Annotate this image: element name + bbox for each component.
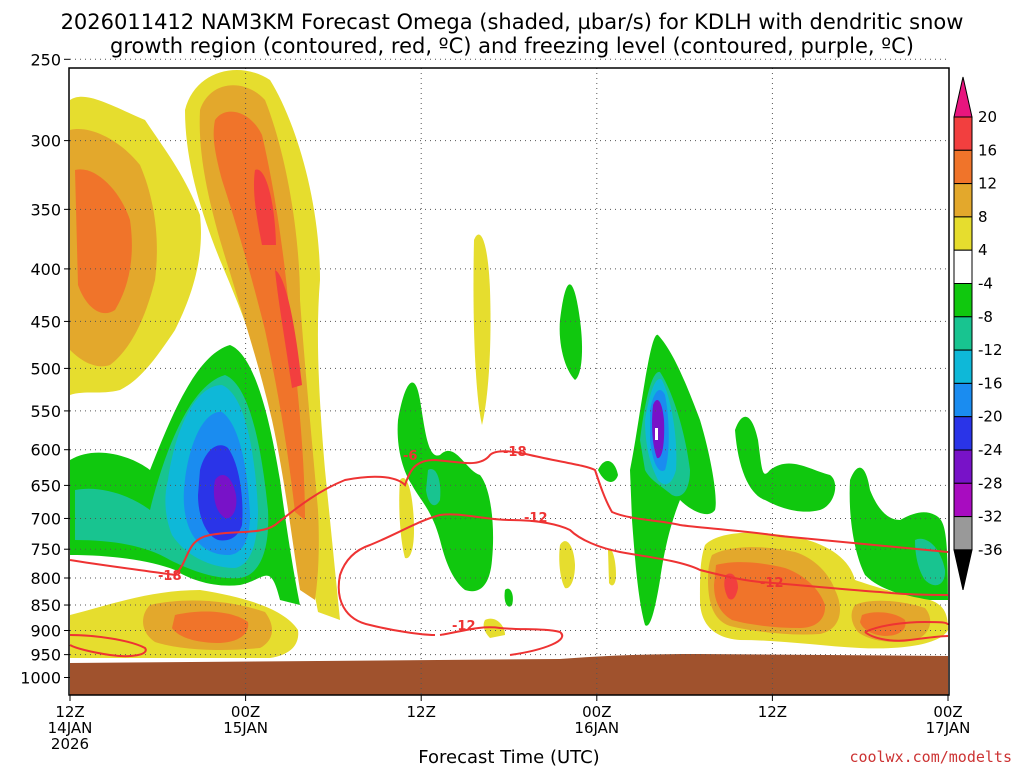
contour-label-minus12-right: -12 xyxy=(760,576,784,591)
contour-minus12-line xyxy=(337,513,949,636)
y-tick-label-750: 750 xyxy=(30,540,61,559)
omega-green-mid-3 xyxy=(504,588,513,607)
x-tick-label-0-0: 12Z xyxy=(55,703,84,721)
colorbar-label-1: 16 xyxy=(978,141,997,159)
colorbar-label-10: -24 xyxy=(978,441,1003,459)
x-tick-label-5-0: 00Z xyxy=(933,703,962,721)
chart-title-line1: 2026011412 NAM3KM Forecast Omega (shaded… xyxy=(61,10,964,34)
colorbar-label-9: -20 xyxy=(978,408,1003,426)
colorbar-label-4: 4 xyxy=(978,241,988,259)
x-tick-label-1-0: 00Z xyxy=(231,703,260,721)
colorbar-swatch-8 xyxy=(953,382,973,418)
y-tick-label-300: 300 xyxy=(30,132,61,151)
contour-label-minus18-top: -18 xyxy=(503,445,527,460)
colorbar-swatch-12 xyxy=(953,516,973,551)
y-tick-label-450: 450 xyxy=(30,312,61,331)
colorbar-swatch-6 xyxy=(953,316,973,351)
omega-field xyxy=(70,70,948,658)
contour-right-low-line xyxy=(864,620,949,642)
contour-minus18-line xyxy=(69,450,949,577)
contour-minus12-line-2 xyxy=(439,626,564,656)
plot-frame xyxy=(68,67,950,696)
colorbar-arrow-bottom xyxy=(953,549,973,591)
y-tick-label-600: 600 xyxy=(30,441,61,460)
colorbar-swatch-7 xyxy=(953,349,973,384)
y-tick-label-900: 900 xyxy=(30,622,61,641)
colorbar-swatch-10 xyxy=(953,449,973,484)
y-tick-label-1000: 1000 xyxy=(20,669,61,688)
omega-small-yellow-2 xyxy=(473,234,491,425)
omega-small-yellow-4 xyxy=(608,549,616,586)
omega-green-mid-1 xyxy=(397,382,494,592)
omega-plume-orange xyxy=(213,111,305,520)
colorbar-label-8: -16 xyxy=(978,374,1003,392)
colorbar-swatch-11 xyxy=(953,482,973,518)
terrain-ground xyxy=(70,654,948,695)
y-tick-label-400: 400 xyxy=(30,260,61,279)
x-tick-label-2-0: 12Z xyxy=(407,703,436,721)
colorbar-swatch-5 xyxy=(953,283,973,318)
colorbar-swatch-2 xyxy=(953,183,973,218)
omega-upper-left-orange xyxy=(75,169,132,314)
colorbar-swatch-9 xyxy=(953,416,973,451)
credit-text: coolwx.com/modelts xyxy=(849,748,1012,766)
y-tick-label-800: 800 xyxy=(30,569,61,588)
x-tick-label-4-0: 12Z xyxy=(758,703,787,721)
contour-label-minus18-left: -18 xyxy=(158,569,182,584)
colorbar-label-11: -28 xyxy=(978,474,1003,492)
colorbar-label-2: 12 xyxy=(978,175,997,193)
x-tick-label-3-0: 00Z xyxy=(582,703,611,721)
y-axis: 250 300 350 400 450 500 550 600 650 700 750 800 850 9… xyxy=(20,50,70,688)
colorbar-swatch-1 xyxy=(953,149,973,185)
contour-lowleft-line xyxy=(69,634,147,658)
omega-sink2-purple xyxy=(652,400,665,459)
omega-plume-red-top xyxy=(253,169,276,245)
omega-small-yellow-3 xyxy=(559,541,575,589)
contour-label-minus6: -6 xyxy=(403,449,417,464)
colorbar-label-6: -8 xyxy=(978,308,993,326)
y-tick-label-250: 250 xyxy=(30,50,61,69)
omega-green-mid-5 xyxy=(598,460,618,482)
y-tick-label-650: 650 xyxy=(30,476,61,495)
colorbar-label-7: -12 xyxy=(978,341,1003,359)
temperature-contours xyxy=(69,450,949,658)
y-tick-label-350: 350 xyxy=(30,200,61,219)
colorbar-swatch-3 xyxy=(953,216,973,251)
colorbar-label-5: -4 xyxy=(978,275,993,293)
omega-green-mid-4 xyxy=(559,284,583,380)
colorbar-arrow-top xyxy=(953,76,973,118)
y-tick-label-550: 550 xyxy=(30,402,61,421)
omega-plume-gold xyxy=(199,85,319,600)
omega-sink2-white-core xyxy=(655,428,658,440)
x-tick-label-0-1: 14JAN xyxy=(48,719,93,737)
contour-label-minus12-mid: -12 xyxy=(524,511,548,526)
colorbar-swatch-4 xyxy=(953,249,973,284)
colorbar-label-12: -32 xyxy=(978,508,1003,526)
colorbar-label-3: 8 xyxy=(978,208,988,226)
colorbar-swatch-0 xyxy=(953,116,973,151)
omega-plume-red-mid xyxy=(275,270,302,388)
chart-title-line2: growth region (contoured, red, ºC) and f… xyxy=(110,34,914,58)
y-tick-label-850: 850 xyxy=(30,596,61,615)
colorbar-label-0: 20 xyxy=(978,108,997,126)
x-axis-label: Forecast Time (UTC) xyxy=(418,747,599,768)
x-tick-label-3-1: 16JAN xyxy=(574,719,619,737)
x-tick-label-5-1: 17JAN xyxy=(926,719,971,737)
y-tick-label-950: 950 xyxy=(30,646,61,665)
y-tick-label-700: 700 xyxy=(30,509,61,528)
omega-low2-red xyxy=(724,573,738,600)
x-tick-label-1-1: 15JAN xyxy=(223,719,268,737)
omega-small-yellow-1 xyxy=(399,478,414,559)
y-tick-label-500: 500 xyxy=(30,359,61,378)
x-tick-label-0-2: 2026 xyxy=(51,735,89,753)
omega-green-mid-2 xyxy=(426,469,441,506)
omega-green-right-1 xyxy=(735,416,836,512)
colorbar-label-13: -36 xyxy=(978,541,1003,559)
contour-label-minus12-low: -12 xyxy=(452,619,476,634)
colorbar: 20 16 12 8 4 -4 -8 -12 -16 -20 -24 -28 -32 -36 xyxy=(953,76,1003,591)
omega-lowlevel-orange xyxy=(172,611,249,643)
